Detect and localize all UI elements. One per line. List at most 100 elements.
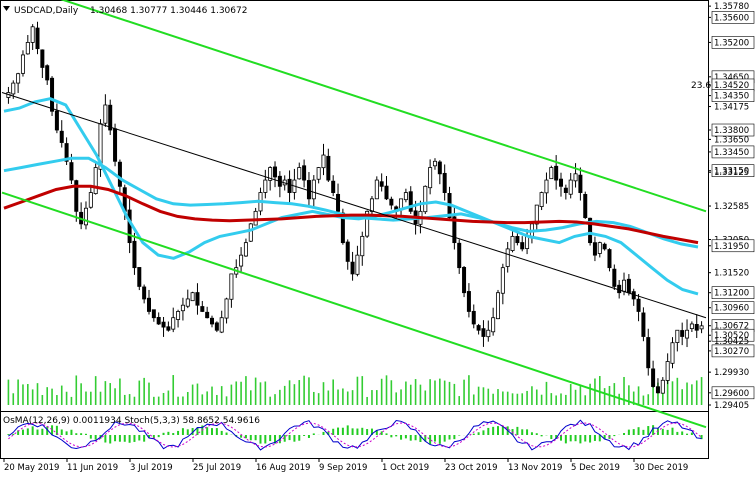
candle-body [214,322,219,331]
collapse-triangle-icon[interactable] [3,6,10,11]
time-axis: 20 May 2019 11 Jun 2019 3 Jul 2019 25 Jul 2… [3,459,688,473]
candle-body [93,167,98,195]
candle-body [592,242,597,256]
candle-body [11,82,16,95]
candle-body [374,179,379,200]
indicator-lines [1,0,707,429]
candle-body [195,292,200,306]
candle-body [660,379,665,394]
price-label: 1.33800 [714,126,749,136]
candle-body [457,242,462,269]
candle-body [336,193,341,212]
candle-body [200,306,205,312]
candle-body [132,240,137,269]
ema-red-line [3,184,699,245]
candle-body [190,292,195,302]
oscillator-panel [7,419,703,451]
price-label: 1.33150 [714,167,749,177]
candle-body [316,167,321,180]
candle-body [142,286,147,300]
candle-body [248,223,253,242]
price-label-box [711,164,755,177]
candle-body [389,198,394,206]
candle-body [171,317,176,330]
price-label: 1.31520 [714,269,749,279]
candle-body [408,191,413,212]
candle-body [573,173,578,182]
candle-body [287,178,292,193]
time-label: 13 Nov 2019 [508,463,562,473]
candle-body [306,180,311,200]
candle-body [321,154,326,169]
candle-body [151,309,156,319]
time-label: 16 Aug 2019 [256,463,310,473]
price-label: 1.31200 [714,289,749,299]
candle-body [219,317,224,333]
candle-body [617,284,622,294]
candle-body [491,317,496,333]
time-label: 9 Sep 2019 [319,463,367,473]
candle-body [326,155,331,181]
price-label: 1.33650 [714,135,749,145]
candle-body [50,77,55,112]
price-label: 1.29930 [714,368,749,378]
channel-middle-line [1,91,707,319]
candle-body [205,311,210,319]
candle-body [268,167,273,181]
candle-body [481,328,486,337]
price-label: 1.35780 [714,2,749,12]
candle-body [641,312,646,337]
channel-lower-line [1,191,707,429]
candle-body [243,242,248,257]
candle-body [486,329,491,338]
candle-body [16,73,21,84]
price-label-box [711,145,755,159]
stoch-main-line [8,419,702,451]
price-label-box [711,344,755,358]
candle-body [20,54,25,74]
candle-body [495,292,500,320]
candle-body [239,254,244,267]
candle-body [379,181,384,187]
candle-body [437,161,442,175]
ema-cyan-fast-line [3,97,699,296]
candle-body [59,130,64,143]
candle-body [40,49,45,68]
candle-body [117,161,122,187]
candle-body [146,297,151,312]
candle-body [108,104,113,131]
candle-body [185,298,190,307]
candle-body [670,342,675,364]
price-label-box [711,386,755,400]
time-label: 30 Dec 2019 [634,463,688,473]
candle-body [273,166,278,178]
candle-body [88,192,93,208]
candle-body [466,291,471,312]
candle-body [607,249,612,269]
candle-body [428,167,433,189]
price-label: 1.34650 [714,73,749,83]
candle-body [54,110,59,131]
candle-body [345,241,350,262]
symbol-label: USDCAD,Daily [14,6,79,16]
chart-frame [0,0,709,459]
price-label: 1.29405 [714,401,749,411]
price-label: 1.33450 [714,148,749,158]
candle-body [403,192,408,201]
candle-body [626,278,631,294]
candle-body [636,298,641,312]
candle-body [423,185,428,213]
candle-body [685,329,690,339]
candle-body [689,323,694,330]
candle-body [83,207,88,226]
time-label: 1 Oct 2019 [382,463,429,473]
candle-body [263,179,268,193]
candle-body [597,242,602,254]
time-label: 5 Dec 2019 [571,463,620,473]
price-label: 1.32585 [714,202,749,212]
candle-body [544,179,549,194]
candle-body [302,165,307,181]
candle-body [161,321,166,328]
candle-body [534,204,539,225]
